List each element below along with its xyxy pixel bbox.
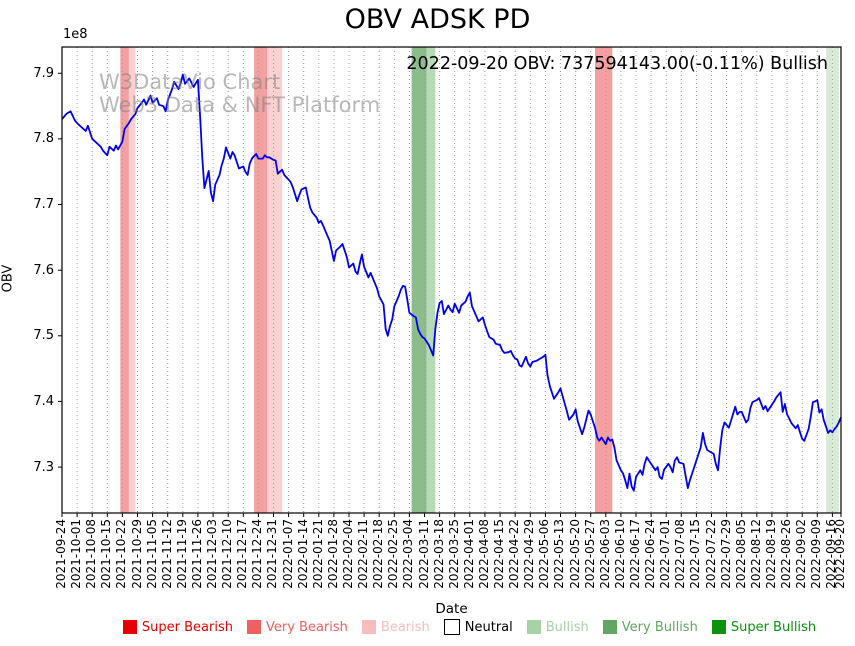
legend-label: Neutral bbox=[464, 619, 513, 635]
x-tick-label: 2021-11-19 bbox=[174, 519, 189, 589]
legend-item-very-bearish: Very Bearish bbox=[247, 620, 348, 635]
x-tick-label: 2021-11-12 bbox=[159, 519, 174, 589]
x-tick-label: 2022-07-15 bbox=[688, 519, 703, 589]
legend-item-bearish: Bearish bbox=[361, 619, 430, 635]
x-tick-label: 2022-09-20 bbox=[833, 519, 847, 589]
legend-label: Super Bearish bbox=[141, 619, 233, 635]
latest-value-annotation: 2022-09-20 OBV: 737594143.00(-0.11%) Bul… bbox=[406, 54, 828, 74]
y-axis-offset-label: 1e8 bbox=[63, 27, 88, 42]
signal-band-very-bullish bbox=[411, 47, 427, 513]
x-tick-label: 2022-04-22 bbox=[507, 519, 522, 589]
legend-label: Bearish bbox=[380, 619, 430, 635]
legend-swatch-very-bullish bbox=[602, 620, 617, 634]
legend-item-super-bearish: Super Bearish bbox=[122, 619, 233, 635]
x-tick-label: 2022-05-20 bbox=[567, 519, 582, 589]
x-tick-label: 2022-04-08 bbox=[476, 519, 491, 589]
legend-item-bullish: Bullish bbox=[526, 619, 589, 635]
x-tick-label: 2021-10-08 bbox=[84, 519, 99, 589]
x-tick-label: 2021-10-22 bbox=[114, 519, 129, 589]
legend-swatch-neutral bbox=[443, 619, 460, 635]
x-tick-label: 2022-04-29 bbox=[522, 519, 537, 589]
x-tick-label: 2021-12-03 bbox=[205, 519, 220, 589]
x-tick-label: 2021-11-05 bbox=[144, 519, 159, 589]
x-tick-label: 2022-07-22 bbox=[703, 519, 718, 589]
y-tick-label: 7.4 bbox=[33, 393, 54, 409]
x-tick-label: 2022-07-29 bbox=[718, 519, 733, 589]
x-tick-label: 2022-05-13 bbox=[552, 519, 567, 589]
x-tick-label: 2021-12-17 bbox=[235, 519, 250, 589]
x-tick-label: 2022-05-06 bbox=[537, 519, 552, 589]
signal-band-very-bearish bbox=[254, 47, 267, 513]
x-tick-label: 2021-10-15 bbox=[99, 519, 114, 589]
legend: Super Bearish Very Bearish Bearish Neutral B… bbox=[0, 619, 855, 635]
signal-band-very-bearish bbox=[595, 47, 613, 513]
page-title: OBV ADSK PD bbox=[344, 4, 531, 35]
x-tick-label: 2022-01-14 bbox=[295, 519, 310, 589]
signal-band-very-bearish bbox=[120, 47, 129, 513]
legend-label: Bullish bbox=[545, 619, 589, 635]
x-tick-label: 2022-01-07 bbox=[280, 519, 295, 589]
obv-line bbox=[61, 73, 842, 492]
x-tick-label: 2021-12-10 bbox=[220, 519, 235, 589]
x-tick-label: 2022-06-10 bbox=[612, 519, 627, 589]
plot-border bbox=[61, 46, 842, 514]
x-tick-label: 2022-03-18 bbox=[431, 519, 446, 589]
legend-item-super-bullish: Super Bullish bbox=[711, 619, 817, 635]
x-tick-label: 2022-03-25 bbox=[446, 519, 461, 589]
x-tick-label: 2022-05-27 bbox=[582, 519, 597, 589]
legend-label: Super Bullish bbox=[730, 619, 817, 635]
signal-band-bullish bbox=[426, 47, 436, 513]
x-tick-label: 2022-08-26 bbox=[779, 519, 794, 589]
legend-label: Very Bullish bbox=[621, 619, 698, 635]
legend-item-very-bullish: Very Bullish bbox=[602, 619, 698, 635]
x-tick-label: 2022-06-03 bbox=[597, 519, 612, 589]
y-tick-label: 7.9 bbox=[33, 65, 54, 81]
x-tick-label: 2022-08-05 bbox=[733, 519, 748, 589]
x-tick-label: 2021-12-31 bbox=[265, 519, 280, 589]
x-tick-label: 2022-02-25 bbox=[386, 519, 401, 589]
x-tick-label: 2022-04-01 bbox=[461, 519, 476, 589]
x-tick-label: 2022-07-01 bbox=[658, 519, 673, 589]
x-tick-label: 2022-02-04 bbox=[341, 519, 355, 589]
x-tick-label: 2022-02-18 bbox=[371, 519, 386, 589]
x-tick-label: 2022-04-15 bbox=[492, 519, 507, 589]
x-tick-label: 2022-09-09 bbox=[809, 519, 824, 589]
x-tick-label: 2021-12-24 bbox=[250, 519, 265, 589]
legend-item-neutral: Neutral bbox=[443, 619, 513, 635]
x-tick-label: 2022-01-21 bbox=[310, 519, 325, 589]
legend-swatch-super-bearish bbox=[122, 620, 137, 634]
x-tick-label: 2022-09-02 bbox=[794, 519, 809, 589]
x-tick-label: 2021-10-01 bbox=[69, 519, 84, 589]
legend-swatch-bullish bbox=[526, 620, 541, 634]
legend-swatch-super-bullish bbox=[711, 620, 726, 634]
y-tick-label: 7.5 bbox=[33, 328, 54, 344]
x-tick-label: 2022-02-11 bbox=[356, 519, 371, 589]
x-tick-label: 2022-07-08 bbox=[673, 519, 688, 589]
x-tick-label: 2021-10-29 bbox=[129, 519, 144, 589]
signal-band-bearish bbox=[267, 47, 283, 513]
x-tick-label: 2021-11-26 bbox=[189, 519, 204, 589]
x-tick-label: 2022-01-28 bbox=[325, 519, 340, 589]
y-tick-label: 7.7 bbox=[33, 197, 54, 213]
x-tick-label: 2021-09-24 bbox=[54, 519, 68, 589]
legend-swatch-very-bearish bbox=[247, 620, 261, 634]
x-tick-label: 2022-03-04 bbox=[401, 519, 416, 589]
x-tick-label: 2022-06-24 bbox=[643, 519, 658, 589]
x-tick-label: 2022-08-12 bbox=[748, 519, 763, 589]
x-tick-label: 2022-03-11 bbox=[416, 519, 431, 589]
legend-label: Very Bearish bbox=[266, 619, 348, 635]
signal-band-bearish bbox=[128, 47, 136, 513]
x-tick-label: 2022-06-17 bbox=[628, 519, 642, 589]
x-axis-label: Date bbox=[435, 601, 468, 617]
legend-swatch-bearish bbox=[361, 620, 376, 634]
y-tick-label: 7.6 bbox=[33, 262, 54, 278]
y-tick-label: 7.3 bbox=[33, 459, 54, 475]
x-tick-label: 2022-08-19 bbox=[763, 519, 778, 589]
y-tick-label: 7.8 bbox=[33, 131, 54, 147]
